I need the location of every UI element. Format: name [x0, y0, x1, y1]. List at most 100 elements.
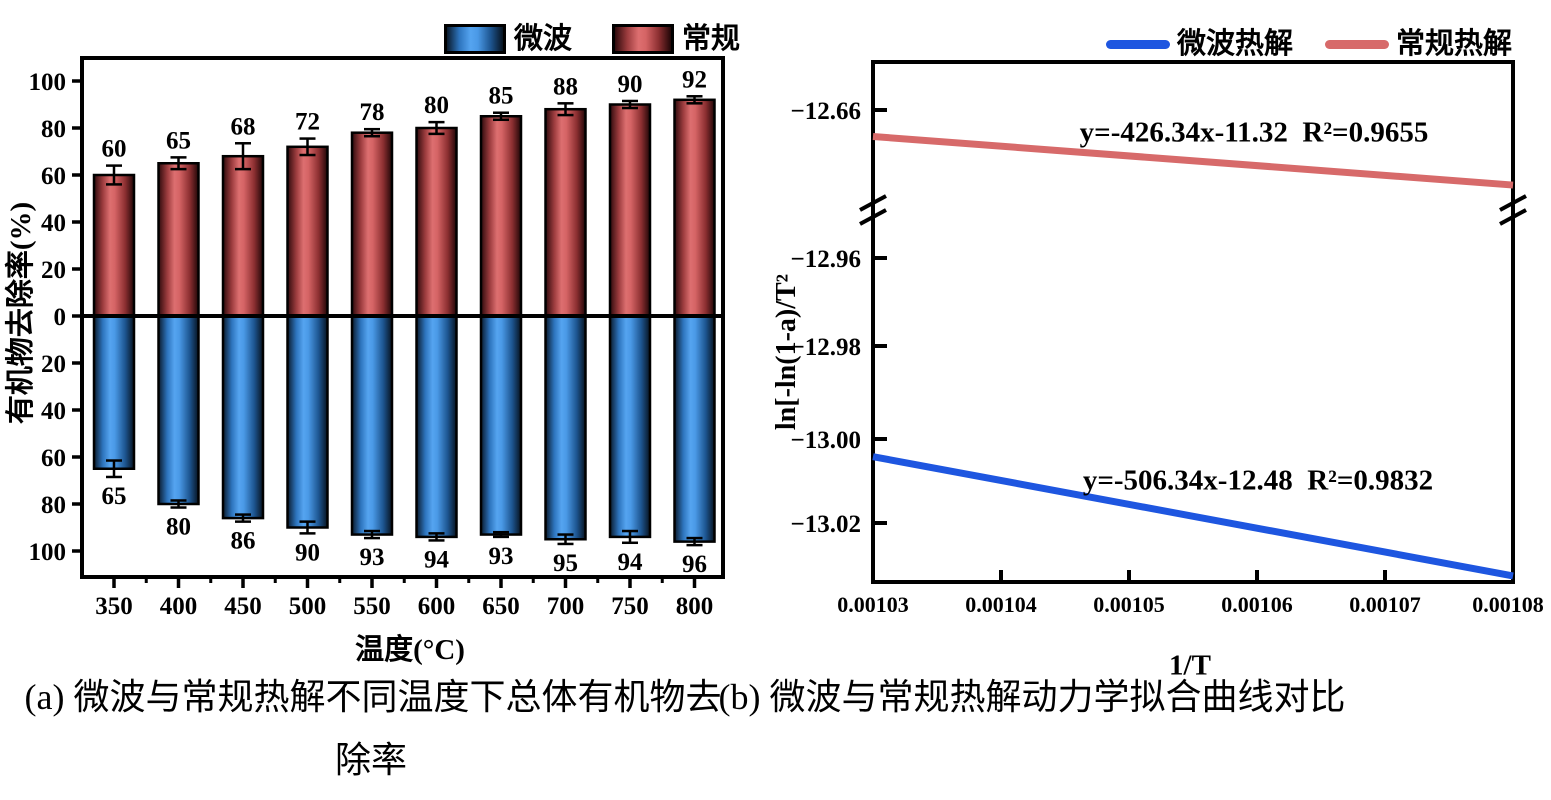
legend-line-microwave-pyrolysis — [1106, 40, 1170, 49]
y-tick-label: 40 — [41, 398, 66, 425]
legend-label-microwave: 微波 — [514, 22, 573, 55]
legend-label-conventional: 常规 — [682, 22, 741, 55]
bar-value-conventional-500: 72 — [295, 109, 320, 136]
fit-line-常规热解 — [872, 133, 1514, 189]
legend-line-conventional-pyrolysis — [1325, 40, 1390, 49]
bar-conventional-650 — [479, 115, 523, 318]
x-tick-label: 0.00106 — [1221, 592, 1293, 617]
x-tick-label: 450 — [224, 593, 262, 620]
x-tick-label: 0.00107 — [1349, 592, 1421, 617]
bar-value-labels: 60 65 65 80 68 86 72 90 78 93 80 94 85 93 88 95 90 94 92 96 — [102, 66, 708, 578]
fit-equation-conventional: y=-426.34x-11.32 R²=0.9655 — [1079, 116, 1429, 149]
bar-conventional-450 — [221, 154, 265, 318]
caption-b: (b) 微波与常规热解动力学拟合曲线对比 — [718, 677, 1346, 717]
bar-conventional-500 — [286, 145, 329, 318]
fit-equation-microwave: y=-506.34x-12.48 R²=0.9832 — [1082, 464, 1434, 497]
x-tick-label: 350 — [95, 593, 133, 620]
axis-break-marks — [859, 194, 1527, 226]
bar-microwave-450 — [221, 314, 265, 520]
y-tick-label: 80 — [41, 492, 66, 519]
y-tick-label: 20 — [41, 351, 66, 378]
bar-value-microwave-400: 80 — [166, 514, 191, 541]
x-tick-label: 0.00108 — [1472, 592, 1544, 617]
bar-value-microwave-500: 90 — [295, 539, 320, 566]
error-bars-group — [106, 95, 703, 547]
x-tick-label: 500 — [289, 593, 327, 620]
bar-value-microwave-800: 96 — [682, 551, 707, 578]
x-tick-label: 550 — [353, 593, 391, 620]
bar-microwave-400 — [157, 314, 200, 506]
bars-group — [92, 98, 716, 543]
x-tick-label: 700 — [547, 593, 585, 620]
x-tick-label: 750 — [611, 593, 649, 620]
y-tick-label: 80 — [41, 116, 66, 143]
y-tick-label: −12.66 — [791, 98, 862, 125]
panel-a-bar-chart: 60 65 65 80 68 86 72 90 78 93 80 94 85 93 88 95 90 94 92 96… — [29, 56, 725, 620]
panel-a-x-axis-title: 温度(°C) — [355, 634, 465, 666]
bar-value-microwave-650: 93 — [489, 543, 514, 570]
bar-microwave-500 — [286, 314, 329, 529]
panel-b-y-axis-title: ln[-ln(1-a)/T² — [771, 273, 802, 431]
x-tick-label: 650 — [482, 593, 520, 620]
bar-microwave-600 — [415, 314, 458, 539]
x-tick-label: 600 — [418, 593, 456, 620]
bar-microwave-350 — [92, 314, 136, 470]
y-tick-label: −12.96 — [791, 246, 862, 273]
bar-microwave-800 — [673, 314, 716, 543]
legend-swatch-microwave — [444, 24, 506, 54]
panel-b-x-axis-title: 1/T — [1169, 649, 1211, 682]
bar-conventional-400 — [157, 162, 200, 318]
x-tick-label: 400 — [160, 593, 198, 620]
bar-value-conventional-650: 85 — [489, 83, 514, 110]
x-axis-ticks: 0.00103 0.00104 0.00105 0.00106 0.00107 0.001… — [837, 570, 1544, 617]
x-tick-label: 0.00105 — [1093, 592, 1165, 617]
legend-label-conventional-pyrolysis: 常规热解 — [1396, 28, 1513, 60]
bar-microwave-750 — [608, 314, 652, 539]
legend-label-microwave-pyrolysis: 微波热解 — [1177, 28, 1294, 60]
bar-conventional-750 — [608, 103, 652, 318]
bar-microwave-700 — [544, 314, 587, 541]
panel-b-legend: 微波热解 常规热解 — [1106, 30, 1512, 59]
panel-a-y-axis-title: 有机物去除率(%) — [5, 201, 37, 425]
x-tick-label: 0.00104 — [965, 592, 1037, 617]
y-tick-label: 60 — [41, 445, 66, 472]
y-tick-label: −13.02 — [791, 511, 862, 538]
y-axis-ticks: −12.66 −12.96 −12.98 −13.00 −13.02 — [791, 98, 887, 538]
panel-a-legend: 微波 常规 — [444, 24, 740, 54]
bar-value-microwave-750: 94 — [618, 549, 644, 576]
bar-value-microwave-600: 94 — [424, 546, 450, 573]
fit-line-微波热解 — [872, 453, 1514, 580]
y-axis-ticks: 100 80 60 40 20 0 20 40 60 80 100 — [29, 69, 82, 566]
bar-value-microwave-550: 93 — [360, 544, 385, 571]
bar-value-conventional-350: 60 — [102, 136, 127, 163]
bar-value-conventional-600: 80 — [424, 92, 449, 119]
bar-value-conventional-800: 92 — [682, 66, 707, 93]
y-tick-label: 40 — [41, 210, 66, 237]
bar-value-conventional-700: 88 — [553, 73, 578, 100]
y-tick-label: 100 — [29, 69, 67, 96]
bar-conventional-550 — [350, 131, 394, 318]
y-tick-label: 60 — [41, 163, 66, 190]
bar-value-microwave-450: 86 — [231, 528, 256, 555]
caption-a-line1: (a) 微波与常规热解不同温度下总体有机物去 — [24, 677, 722, 717]
bar-value-microwave-700: 95 — [553, 550, 578, 577]
x-tick-label: 800 — [676, 593, 714, 620]
panel-b-line-chart: −12.66−12.96−12.98−13.00−13.020.00103 0.0… — [791, 60, 1544, 617]
caption-a-line2: 除率 — [334, 740, 408, 780]
bar-value-microwave-350: 65 — [102, 483, 127, 510]
x-axis-ticks: 350 400 450 500 550 600 650 700 750 800 — [95, 577, 713, 620]
y-tick-label: 100 — [29, 539, 67, 566]
legend-swatch-conventional — [612, 24, 675, 54]
bar-microwave-650 — [479, 314, 523, 536]
y-tick-label: 20 — [41, 257, 66, 284]
y-tick-label: −12.98 — [791, 334, 862, 361]
bar-value-conventional-750: 90 — [618, 71, 643, 98]
bar-conventional-800 — [673, 98, 716, 318]
bar-conventional-350 — [92, 173, 136, 318]
bar-conventional-600 — [415, 126, 458, 318]
bar-value-conventional-400: 65 — [166, 127, 191, 154]
plot-frame — [871, 60, 1515, 584]
y-tick-label: 0 — [54, 304, 67, 331]
bar-value-conventional-450: 68 — [231, 113, 256, 140]
